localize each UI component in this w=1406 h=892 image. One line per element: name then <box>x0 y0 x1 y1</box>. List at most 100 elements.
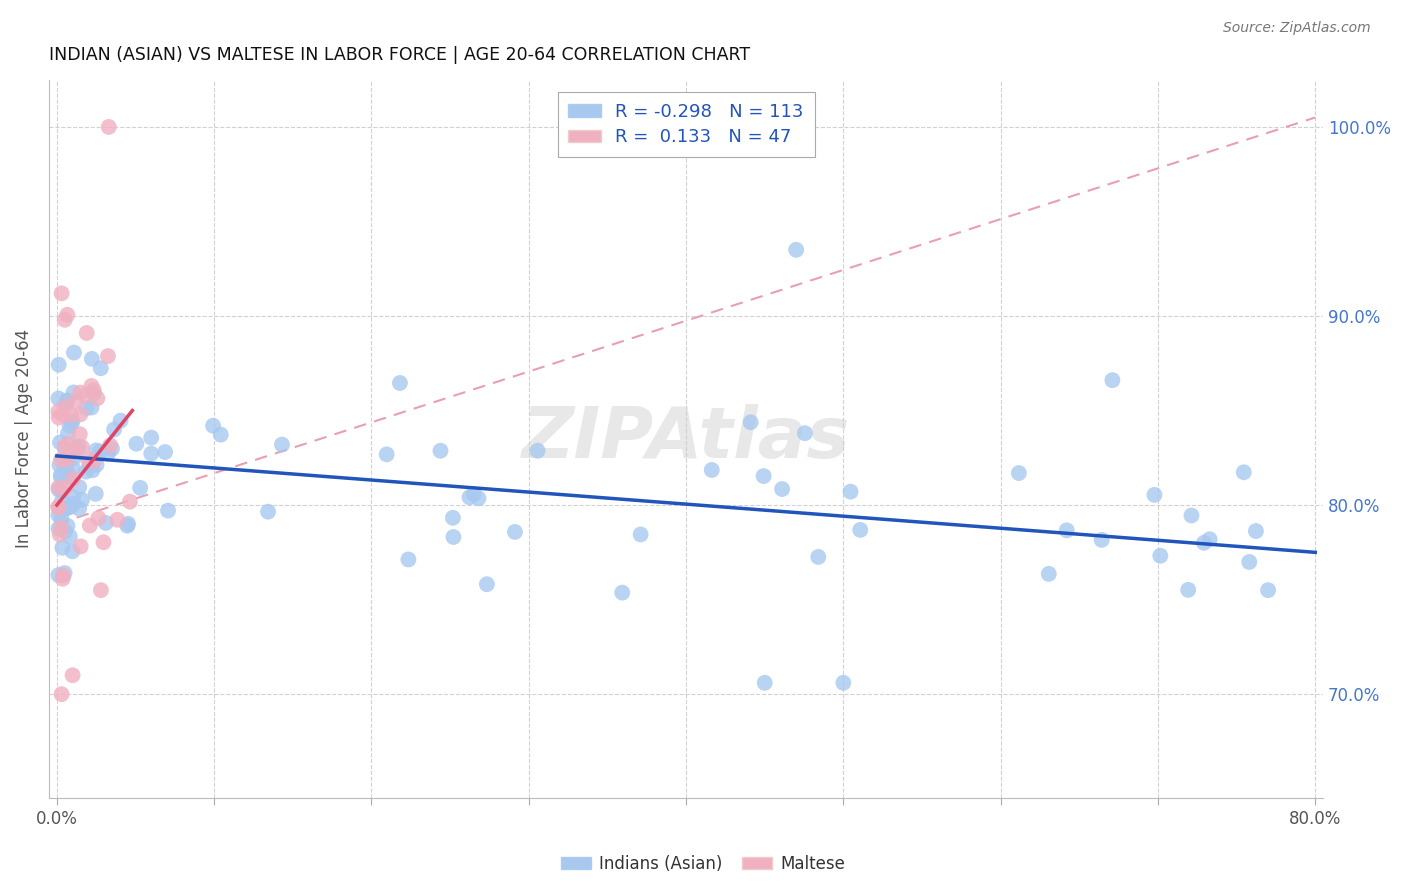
Point <box>1008 466 1031 480</box>
Point <box>59 500 82 514</box>
Point <box>1101 373 1123 387</box>
Point <box>141 431 163 445</box>
Point <box>49 521 72 535</box>
Point <box>60 409 83 423</box>
Point <box>59 443 82 458</box>
Legend: Indians (Asian), Maltese: Indians (Asian), Maltese <box>554 848 852 880</box>
Point <box>66 440 89 454</box>
Point <box>271 437 294 451</box>
Point <box>1198 533 1220 547</box>
Point <box>101 442 124 456</box>
Point <box>110 414 132 428</box>
Point <box>849 523 872 537</box>
Point <box>209 427 232 442</box>
Point <box>1244 524 1267 538</box>
Point <box>105 513 128 527</box>
Point <box>56 393 79 408</box>
Point <box>443 530 465 544</box>
Point <box>83 384 105 398</box>
Point <box>48 500 70 514</box>
Text: Source: ZipAtlas.com: Source: ZipAtlas.com <box>1223 21 1371 35</box>
Point <box>257 505 280 519</box>
Point <box>62 385 84 400</box>
Point <box>375 447 398 461</box>
Point <box>48 404 70 418</box>
Point <box>65 443 87 458</box>
Point <box>129 481 152 495</box>
Point <box>53 442 76 457</box>
Point <box>58 470 80 484</box>
Point <box>48 481 70 495</box>
Point <box>53 313 76 327</box>
Point <box>84 443 107 458</box>
Point <box>463 487 485 501</box>
Point <box>82 463 104 477</box>
Point <box>90 361 112 376</box>
Point <box>83 454 105 468</box>
Point <box>441 511 464 525</box>
Point <box>388 376 411 390</box>
Point <box>48 483 70 497</box>
Point <box>62 472 84 486</box>
Point <box>118 494 141 508</box>
Point <box>63 450 86 465</box>
Point <box>69 385 91 400</box>
Point <box>56 426 79 441</box>
Point <box>75 465 97 479</box>
Point <box>80 351 103 366</box>
Point <box>1091 533 1114 547</box>
Point <box>56 308 79 322</box>
Point <box>53 524 76 539</box>
Point <box>53 440 76 454</box>
Point <box>1038 566 1060 581</box>
Point <box>839 484 862 499</box>
Point <box>141 446 163 460</box>
Point <box>1177 582 1199 597</box>
Point <box>77 452 100 467</box>
Point <box>69 540 91 554</box>
Point <box>1192 536 1215 550</box>
Point <box>87 511 110 525</box>
Point <box>630 527 652 541</box>
Point <box>52 568 75 582</box>
Point <box>90 583 112 598</box>
Point <box>770 482 793 496</box>
Point <box>55 400 77 414</box>
Point <box>52 408 75 422</box>
Point <box>785 243 807 257</box>
Y-axis label: In Labor Force | Age 20-64: In Labor Force | Age 20-64 <box>15 329 32 549</box>
Point <box>157 503 180 517</box>
Point <box>1143 488 1166 502</box>
Text: ZIPAtlas: ZIPAtlas <box>522 404 851 474</box>
Point <box>56 519 79 533</box>
Point <box>832 675 855 690</box>
Point <box>59 529 82 543</box>
Point <box>69 427 91 442</box>
Point <box>70 440 93 454</box>
Point <box>55 455 77 469</box>
Point <box>55 394 77 409</box>
Point <box>49 469 72 483</box>
Point <box>503 524 526 539</box>
Point <box>51 286 73 301</box>
Point <box>48 458 70 472</box>
Point <box>84 487 107 501</box>
Point <box>49 435 72 450</box>
Point <box>1239 555 1261 569</box>
Point <box>1257 583 1279 598</box>
Point <box>48 392 70 406</box>
Point <box>754 675 776 690</box>
Point <box>86 458 108 472</box>
Point <box>93 535 115 549</box>
Point <box>67 480 90 494</box>
Point <box>58 436 80 450</box>
Point <box>53 481 76 495</box>
Point <box>67 440 90 454</box>
Point <box>48 500 70 515</box>
Point <box>62 490 84 504</box>
Point <box>51 493 73 508</box>
Point <box>76 326 98 340</box>
Point <box>60 415 83 429</box>
Point <box>475 577 498 591</box>
Point <box>51 541 73 555</box>
